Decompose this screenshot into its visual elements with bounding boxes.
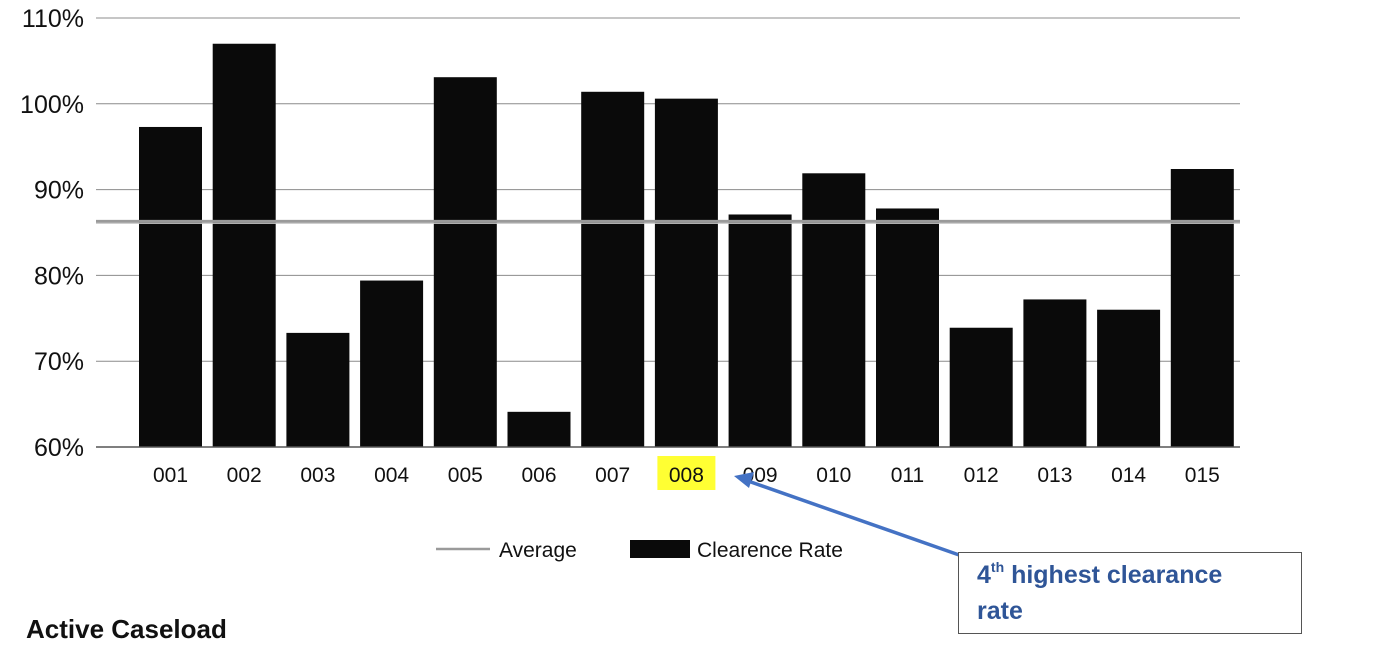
bar-014 bbox=[1097, 309, 1161, 447]
annotation-text-1: highest clearance bbox=[1004, 561, 1223, 589]
bar-011 bbox=[876, 208, 939, 447]
annotation-prefix: 4 bbox=[977, 561, 991, 589]
x-axis-labels: 001 002 003 004 005 006 007 008 009 010 011 012 013 0… bbox=[153, 456, 1220, 490]
arrow-head bbox=[734, 472, 754, 488]
x-tick-label-014: 014 bbox=[1111, 464, 1146, 487]
legend-clearance-label: Clearence Rate bbox=[697, 539, 843, 562]
annotation-callout: 4th highest clearance rate bbox=[958, 552, 1302, 634]
bar-005 bbox=[433, 77, 497, 448]
x-tick-label-008: 008 bbox=[669, 464, 704, 487]
x-tick-label-005: 005 bbox=[448, 464, 483, 487]
y-tick-label: 90% bbox=[34, 177, 84, 205]
bar-002 bbox=[212, 43, 276, 448]
x-tick-label-011: 011 bbox=[891, 464, 924, 487]
section-heading: Active Caseload bbox=[26, 614, 227, 644]
y-tick-label: 70% bbox=[34, 348, 84, 376]
bar-010 bbox=[802, 173, 866, 447]
x-tick-label-002: 002 bbox=[227, 464, 262, 487]
x-tick-label-010: 010 bbox=[816, 464, 851, 487]
x-tick-label-001: 001 bbox=[153, 464, 188, 487]
bar-006 bbox=[507, 411, 571, 447]
arrow-line bbox=[747, 479, 963, 558]
bar-004 bbox=[360, 280, 424, 447]
x-tick-label-006: 006 bbox=[521, 464, 556, 487]
legend-average-label: Average bbox=[499, 539, 577, 562]
bar-008 bbox=[654, 98, 718, 447]
x-tick-label-015: 015 bbox=[1185, 464, 1220, 487]
bar-003 bbox=[286, 332, 350, 447]
legend: Average Clearence Rate bbox=[436, 539, 843, 562]
bar-013 bbox=[1023, 299, 1087, 447]
y-tick-label: 100% bbox=[20, 91, 84, 119]
bar-009 bbox=[728, 214, 792, 447]
bar-007 bbox=[581, 91, 645, 448]
bar-015 bbox=[1170, 169, 1234, 447]
average-line-layer bbox=[96, 219, 1240, 224]
highlight-008 bbox=[657, 456, 716, 490]
annotation-line-2: rate bbox=[977, 597, 1023, 625]
x-tick-label-012: 012 bbox=[964, 464, 999, 487]
x-tick-label-004: 004 bbox=[374, 464, 409, 487]
y-tick-label: 80% bbox=[34, 262, 84, 290]
annotation-superscript: th bbox=[990, 558, 1005, 575]
bars bbox=[139, 43, 1234, 448]
annotation-arrow bbox=[734, 472, 963, 558]
x-tick-label-013: 013 bbox=[1037, 464, 1072, 487]
y-tick-label: 60% bbox=[34, 434, 84, 462]
annotation-line-1: 4th highest clearance bbox=[977, 557, 1289, 593]
y-axis-ticks: 110% 100% 90% 80% 70% 60% bbox=[20, 5, 84, 462]
bar-001 bbox=[139, 126, 202, 447]
x-tick-label-003: 003 bbox=[300, 464, 335, 487]
x-tick-label-007: 007 bbox=[595, 464, 630, 487]
bar-012 bbox=[949, 327, 1013, 447]
legend-clearance-swatch bbox=[630, 540, 690, 558]
y-tick-label: 110% bbox=[22, 5, 84, 33]
